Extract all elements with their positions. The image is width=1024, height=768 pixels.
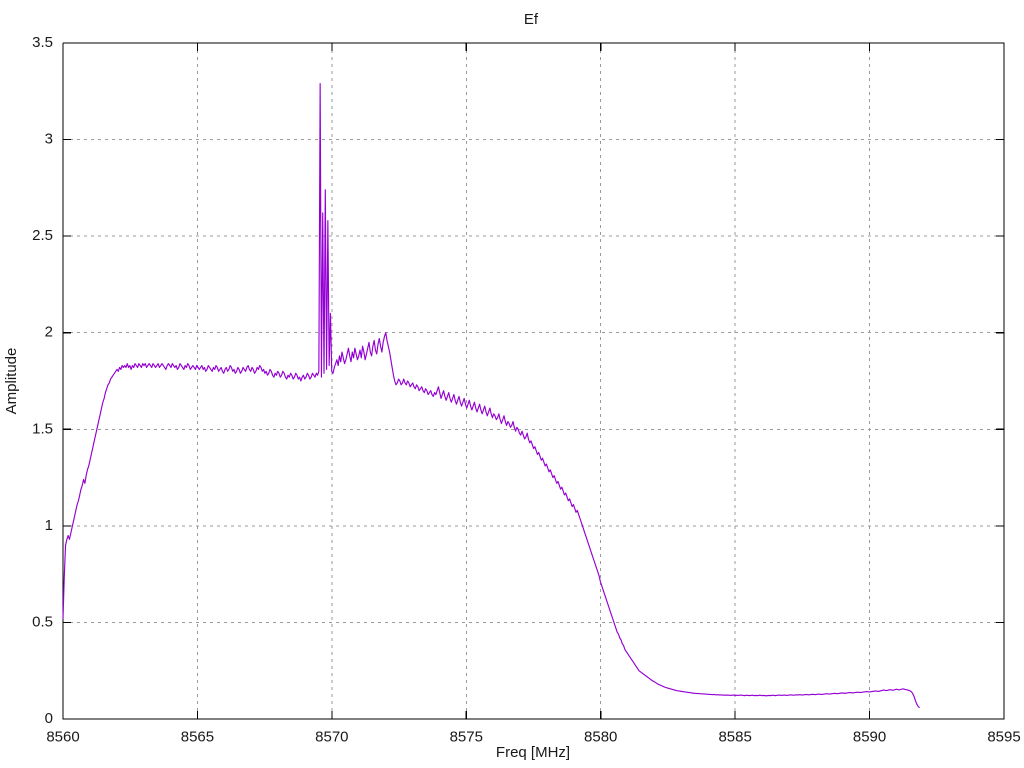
x-tick-label: 8565: [181, 728, 214, 745]
y-tick-labels: 0 0.5 1 1.5 2 2.5 3 3.5: [32, 34, 53, 727]
axes: [62, 42, 1005, 720]
x-tick-label: 8570: [315, 728, 348, 745]
y-tick-label: 0: [45, 710, 53, 727]
tick-marks: [62, 42, 1005, 720]
x-tick-label: 8560: [46, 728, 79, 745]
x-tick-labels: 8560 8565 8570 8575 8580 8585 8590 8595: [46, 728, 1020, 745]
x-tick-label: 8585: [718, 728, 751, 745]
y-tick-label: 1.5: [32, 420, 53, 437]
x-tick-label: 8595: [987, 728, 1020, 745]
x-tick-label: 8580: [584, 728, 617, 745]
x-axis-label: Freq [MHz]: [496, 744, 570, 761]
y-tick-label: 2.5: [32, 227, 53, 244]
y-tick-label: 0.5: [32, 613, 53, 630]
x-tick-label: 8575: [450, 728, 483, 745]
plot-frame: [62, 42, 1005, 720]
y-tick-label: 2: [45, 324, 53, 341]
y-axis-label: Amplitude: [3, 348, 20, 415]
grid-lines: [63, 43, 1004, 719]
page-title: Ef: [524, 11, 539, 28]
data-series: [62, 82, 920, 708]
x-tick-label: 8590: [853, 728, 886, 745]
y-tick-label: 3: [45, 131, 53, 148]
y-tick-label: 3.5: [32, 34, 53, 51]
y-tick-label: 1: [45, 517, 53, 534]
data-line-ef: [62, 82, 920, 708]
